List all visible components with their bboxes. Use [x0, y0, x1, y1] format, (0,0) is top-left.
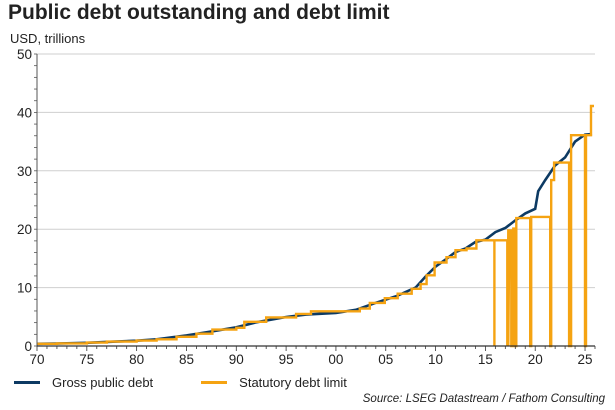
y-tick-label: 20 [17, 222, 32, 237]
axes: 0 10 20 30 40 50 70 75 80 85 90 95 00 05 10 15 20 25 [17, 47, 596, 367]
x-tick-label: 70 [29, 352, 44, 367]
x-tick-label: 10 [428, 352, 443, 367]
legend-label-debt-limit: Statutory debt limit [239, 375, 347, 390]
chart-title: Public debt outstanding and debt limit [8, 1, 390, 24]
y-tick-label: 0 [24, 339, 32, 354]
y-tick-label: 50 [17, 47, 32, 62]
y-tick-label: 10 [17, 281, 32, 296]
x-tick-label: 80 [129, 352, 144, 367]
legend: Gross public debt Statutory debt limit [14, 375, 395, 390]
chart-subtitle: USD, trillions [10, 31, 86, 46]
series-statutory-debt-limit [37, 104, 594, 348]
x-tick-label: 75 [79, 352, 94, 367]
x-tick-label: 00 [328, 352, 343, 367]
source-note: Source: LSEG Datastream / Fathom Consult… [362, 393, 605, 405]
x-tick-label: 90 [229, 352, 244, 367]
y-tick-label: 40 [17, 105, 32, 120]
x-tick-label: 05 [378, 352, 393, 367]
legend-label-gross-debt: Gross public debt [52, 375, 154, 390]
x-tick-label: 85 [179, 352, 194, 367]
x-tick-label: 25 [578, 352, 593, 367]
legend-item-debt-limit: Statutory debt limit [201, 375, 347, 390]
y-tick-label: 30 [17, 164, 32, 179]
legend-swatch-gross-debt [14, 381, 40, 384]
x-tick-label: 15 [478, 352, 493, 367]
legend-swatch-debt-limit [201, 381, 228, 384]
x-tick-label: 20 [528, 352, 543, 367]
legend-item-gross-debt: Gross public debt [14, 375, 153, 390]
series-lines [36, 104, 594, 348]
x-tick-label: 95 [279, 352, 294, 367]
